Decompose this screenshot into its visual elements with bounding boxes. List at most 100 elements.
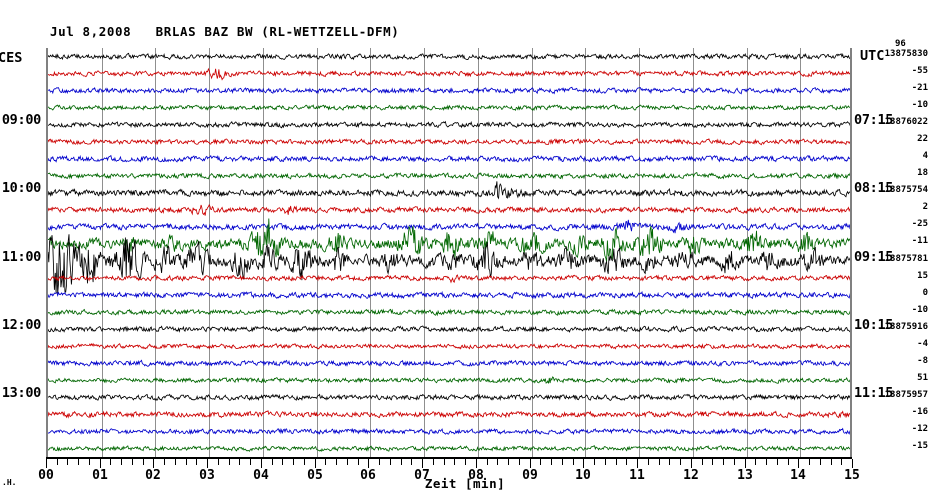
right-axis-value-5: 22	[917, 134, 928, 145]
trace-line-23	[48, 445, 850, 453]
right-axis-value-12: 13875781	[884, 253, 928, 264]
x-tick-minor-3.6	[239, 459, 240, 465]
gridline-minute-3	[209, 48, 210, 457]
x-tick-label-3: 03	[199, 468, 215, 483]
x-tick-major-2	[153, 459, 154, 468]
right-axis-value-8: 13875754	[884, 185, 928, 196]
right-axis-hour-0: 07:15	[854, 112, 894, 129]
x-tick-minor-1.8	[143, 459, 144, 465]
x-tick-label-4: 04	[253, 468, 269, 483]
right-axis-value-23: -15	[911, 440, 928, 451]
x-axis: 00 01 02 03 04 05 06 07 08 09 10 11 12 13 14 15	[38, 457, 860, 483]
gridline-minute-9	[532, 48, 533, 457]
x-tick-major-4	[261, 459, 262, 468]
x-tick-label-13: 13	[737, 468, 753, 483]
left-axis: CES 09:00 10:00 11:00 12:00 13:00	[0, 0, 44, 494]
x-tick-minor-0.6	[78, 459, 79, 465]
right-axis-hour-4: 11:15	[854, 384, 894, 401]
right-axis-value-18: -8	[917, 355, 928, 366]
x-tick-minor-4.4	[282, 459, 283, 465]
right-axis-value-15: -10	[911, 304, 928, 315]
x-tick-minor-11.4	[659, 459, 660, 465]
right-axis-value-16: 13875916	[884, 321, 928, 332]
x-tick-minor-5.2	[325, 459, 326, 465]
x-axis-title: Zeit [min]	[424, 476, 506, 491]
trace-plot-area	[46, 48, 852, 457]
trace-line-14	[48, 290, 850, 300]
right-axis-value-19: 51	[917, 372, 928, 383]
x-tick-label-5: 05	[307, 468, 323, 483]
left-axis-hour-2: 11:00	[1, 248, 41, 265]
x-tick-minor-13.4	[766, 459, 767, 465]
x-tick-minor-11.2	[648, 459, 649, 465]
right-axis-overlap-value: 96	[895, 39, 906, 49]
x-tick-label-11: 11	[629, 468, 645, 483]
x-tick-minor-11.8	[680, 459, 681, 465]
trace-canvas	[48, 48, 850, 457]
right-axis-hour-1: 08:15	[854, 180, 894, 197]
trace-line-10	[48, 219, 850, 234]
x-tick-minor-4.6	[293, 459, 294, 465]
x-tick-minor-9.4	[551, 459, 552, 465]
right-axis-value-4: 13876022	[884, 117, 928, 128]
x-tick-major-12	[691, 459, 692, 468]
x-tick-label-14: 14	[790, 468, 806, 483]
trace-line-12	[48, 234, 850, 294]
x-tick-major-7	[422, 459, 423, 468]
x-tick-minor-14.6	[831, 459, 832, 465]
x-tick-minor-3.4	[229, 459, 230, 465]
x-tick-minor-14.8	[841, 459, 842, 465]
x-tick-minor-10.8	[626, 459, 627, 465]
x-tick-minor-9.6	[562, 459, 563, 465]
x-tick-major-0	[46, 459, 47, 468]
x-tick-label-7: 07	[414, 468, 430, 483]
x-tick-major-3	[207, 459, 208, 468]
x-tick-minor-13.8	[788, 459, 789, 465]
x-tick-label-2: 02	[145, 468, 161, 483]
right-axis-value-0: 13875830	[884, 49, 928, 59]
gridline-minute-11	[639, 48, 640, 457]
trace-line-4	[48, 120, 850, 129]
x-tick-major-13	[745, 459, 746, 468]
x-axis-line	[46, 457, 852, 459]
right-axis-value-6: 4	[922, 151, 928, 162]
x-tick-minor-5.4	[336, 459, 337, 465]
trace-line-7	[48, 171, 850, 180]
right-axis-value-13: 15	[917, 270, 928, 281]
x-tick-minor-3.2	[218, 459, 219, 465]
right-axis: UTC 96 13875830 -55 -21 -10 13876022 22 4 18 138…	[854, 0, 930, 494]
gridline-minute-4	[263, 48, 264, 457]
right-axis-value-14: 0	[922, 287, 928, 298]
gridline-minute-13	[747, 48, 748, 457]
x-tick-major-11	[637, 459, 638, 468]
x-tick-major-6	[368, 459, 369, 468]
x-tick-minor-7.8	[465, 459, 466, 465]
left-axis-hour-0: 09:00	[1, 112, 41, 129]
gridline-minute-1	[102, 48, 103, 457]
x-tick-minor-2.8	[196, 459, 197, 465]
right-axis-hour-3: 10:15	[854, 316, 894, 333]
right-axis-value-10: -25	[911, 219, 928, 230]
x-tick-minor-6.8	[411, 459, 412, 465]
trace-line-2	[48, 86, 850, 95]
gridline-minute-7	[424, 48, 425, 457]
x-tick-minor-1.4	[121, 459, 122, 465]
x-tick-minor-12.6	[723, 459, 724, 465]
left-axis-hour-3: 12:00	[1, 316, 41, 333]
trace-line-18	[48, 359, 850, 367]
x-tick-minor-6.4	[390, 459, 391, 465]
right-axis-zone-label: UTC	[860, 48, 885, 64]
trace-line-3	[48, 104, 850, 112]
x-tick-minor-7.4	[444, 459, 445, 465]
x-tick-minor-8.8	[519, 459, 520, 465]
left-axis-hour-4: 13:00	[1, 384, 41, 401]
page-title: Jul 8,2008 BRLAS BAZ BW (RL-WETTZELL-DFM…	[50, 24, 400, 39]
trace-line-5	[48, 138, 850, 146]
x-tick-minor-2.6	[186, 459, 187, 465]
x-tick-minor-12.8	[734, 459, 735, 465]
x-tick-minor-7.6	[454, 459, 455, 465]
x-tick-minor-4.2	[272, 459, 273, 465]
right-axis-value-3: -10	[911, 100, 928, 111]
gridline-minute-10	[585, 48, 586, 457]
x-tick-label-1: 01	[92, 468, 108, 483]
